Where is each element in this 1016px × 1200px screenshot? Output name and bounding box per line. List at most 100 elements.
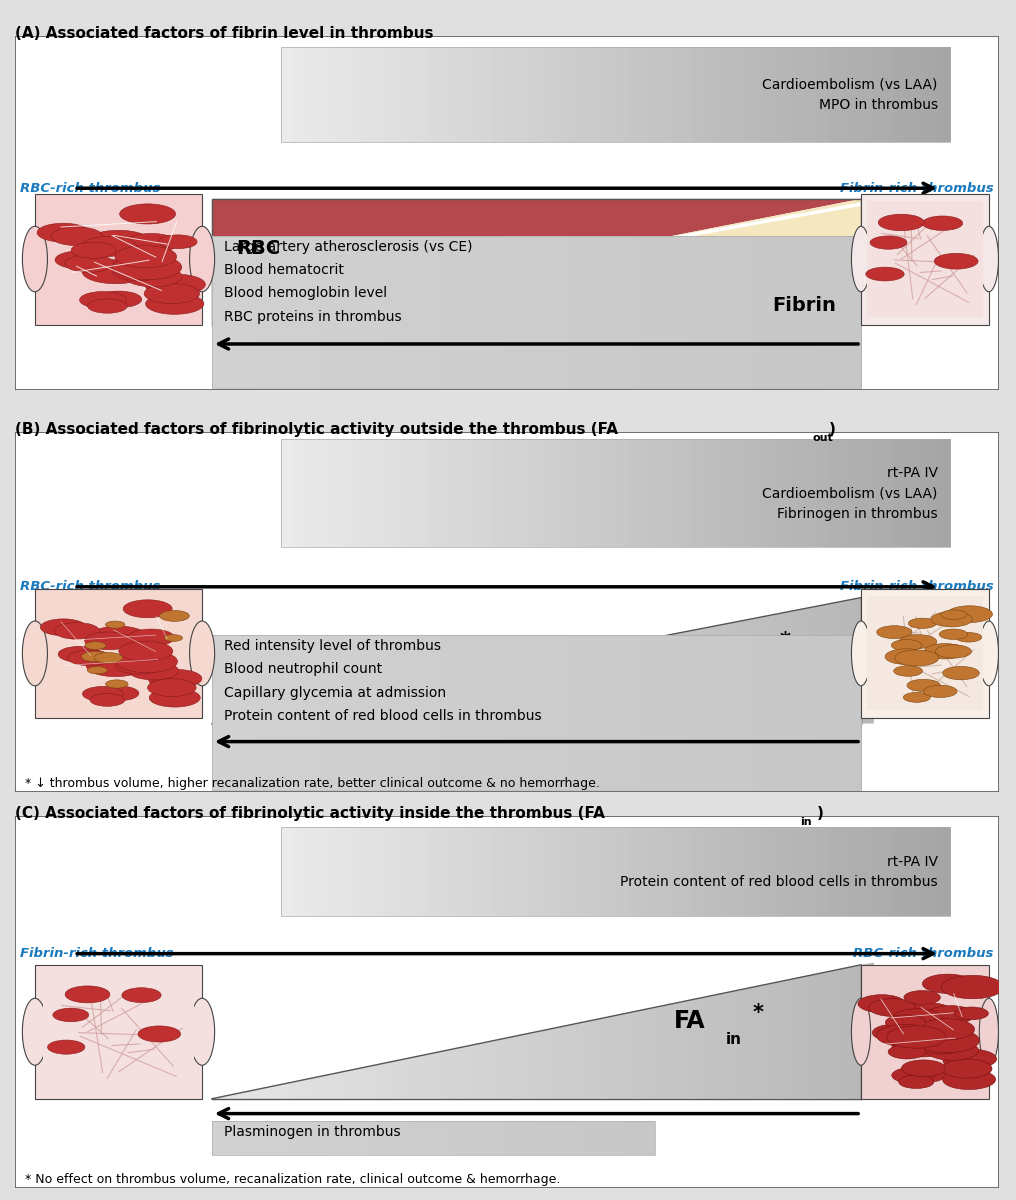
- Bar: [704, 439, 716, 547]
- Text: *: *: [753, 1003, 764, 1024]
- Bar: [478, 1121, 486, 1154]
- Polygon shape: [344, 1069, 357, 1099]
- Bar: [280, 47, 293, 142]
- Bar: [288, 636, 300, 790]
- Polygon shape: [806, 606, 819, 724]
- Bar: [255, 636, 267, 790]
- Bar: [392, 47, 404, 142]
- Polygon shape: [289, 1080, 302, 1099]
- Polygon shape: [773, 612, 785, 724]
- Circle shape: [82, 686, 124, 702]
- Circle shape: [115, 246, 177, 268]
- Circle shape: [870, 236, 907, 250]
- Bar: [544, 1121, 553, 1154]
- Polygon shape: [729, 990, 742, 1099]
- Polygon shape: [740, 988, 753, 1099]
- Bar: [623, 636, 635, 790]
- Circle shape: [152, 670, 202, 688]
- Bar: [671, 439, 683, 547]
- Bar: [341, 236, 354, 389]
- Text: Fibrin-rich thrombus: Fibrin-rich thrombus: [840, 181, 994, 194]
- Bar: [347, 439, 360, 547]
- Bar: [385, 636, 397, 790]
- Polygon shape: [487, 668, 500, 724]
- Bar: [331, 236, 342, 389]
- Bar: [850, 636, 862, 790]
- Bar: [774, 236, 786, 389]
- Bar: [504, 47, 516, 142]
- Polygon shape: [663, 634, 676, 724]
- Bar: [715, 439, 727, 547]
- Polygon shape: [465, 672, 478, 724]
- Bar: [336, 439, 348, 547]
- Bar: [325, 827, 337, 917]
- Bar: [666, 236, 678, 389]
- Bar: [526, 827, 538, 917]
- Bar: [303, 439, 315, 547]
- Bar: [827, 47, 839, 142]
- Bar: [433, 1121, 442, 1154]
- Bar: [219, 1121, 228, 1154]
- Bar: [753, 636, 765, 790]
- Bar: [549, 827, 561, 917]
- Bar: [861, 827, 873, 917]
- Bar: [648, 827, 660, 917]
- Bar: [450, 236, 461, 389]
- Bar: [271, 1121, 279, 1154]
- Bar: [771, 47, 783, 142]
- Circle shape: [124, 234, 178, 253]
- Bar: [548, 636, 559, 790]
- Bar: [320, 636, 332, 790]
- Ellipse shape: [190, 622, 214, 685]
- Bar: [637, 439, 649, 547]
- Bar: [439, 236, 451, 389]
- Bar: [309, 236, 321, 389]
- Polygon shape: [762, 614, 775, 724]
- Polygon shape: [333, 698, 345, 724]
- Bar: [242, 1121, 250, 1154]
- Polygon shape: [475, 1042, 489, 1099]
- Circle shape: [106, 680, 128, 688]
- Polygon shape: [718, 992, 731, 1099]
- Text: (A) Associated factors of fibrin level in thrombus: (A) Associated factors of fibrin level i…: [15, 26, 434, 41]
- Polygon shape: [564, 653, 577, 724]
- Bar: [504, 636, 516, 790]
- Bar: [280, 47, 950, 142]
- Bar: [537, 47, 550, 142]
- Bar: [693, 827, 705, 917]
- Bar: [364, 236, 375, 389]
- Circle shape: [128, 661, 179, 680]
- Bar: [448, 47, 460, 142]
- Polygon shape: [465, 1044, 478, 1099]
- Circle shape: [120, 204, 176, 224]
- Bar: [939, 439, 951, 547]
- Polygon shape: [410, 683, 423, 724]
- Text: *: *: [779, 631, 790, 650]
- Bar: [448, 439, 460, 547]
- Bar: [558, 636, 570, 790]
- Polygon shape: [597, 1018, 610, 1099]
- Bar: [682, 439, 694, 547]
- Bar: [360, 1121, 368, 1154]
- Circle shape: [873, 1024, 917, 1042]
- Bar: [392, 827, 404, 917]
- Bar: [573, 1121, 582, 1154]
- Bar: [471, 636, 484, 790]
- Circle shape: [924, 685, 957, 697]
- Bar: [396, 236, 407, 389]
- Bar: [223, 636, 235, 790]
- Circle shape: [903, 692, 931, 702]
- Circle shape: [119, 641, 173, 661]
- Polygon shape: [256, 1087, 268, 1099]
- Polygon shape: [377, 690, 390, 724]
- Polygon shape: [311, 1076, 324, 1099]
- Text: FA: FA: [675, 1008, 706, 1032]
- Circle shape: [866, 268, 904, 281]
- Circle shape: [79, 292, 126, 308]
- Polygon shape: [740, 619, 753, 724]
- Circle shape: [907, 679, 940, 691]
- Bar: [276, 236, 289, 389]
- Bar: [738, 439, 750, 547]
- Bar: [560, 439, 572, 547]
- Bar: [771, 827, 783, 917]
